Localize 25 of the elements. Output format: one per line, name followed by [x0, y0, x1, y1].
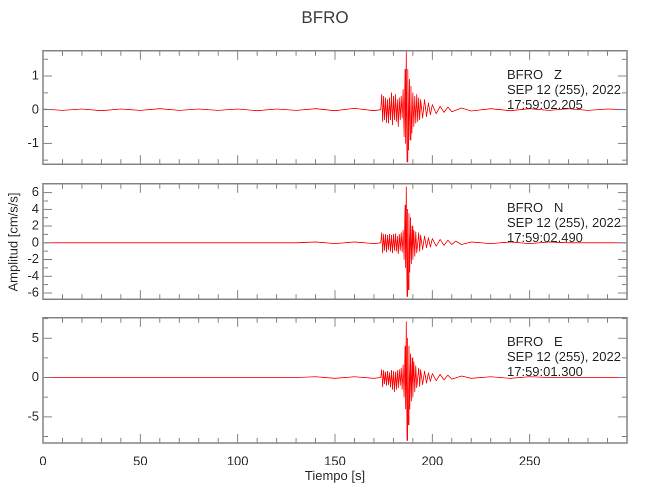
y-tick-label: 0	[32, 234, 39, 250]
y-tick-label: -1	[27, 134, 39, 150]
y-tick-label: 4	[32, 200, 39, 216]
annotation: SEP 12 (255), 2022	[507, 214, 621, 230]
y-tick-label: -4	[27, 268, 39, 283]
annotation: SEP 12 (255), 2022	[507, 348, 621, 364]
y-tick-label: 6	[32, 184, 39, 200]
annotation: BFRO N	[507, 200, 564, 215]
y-tick-label: -6	[27, 284, 39, 300]
annotation: BFRO Z	[507, 66, 562, 82]
y-axis-title: Amplitud [cm/s/s]	[6, 192, 20, 291]
y-tick-label: 0	[32, 369, 39, 384]
annotation: SEP 12 (255), 2022	[507, 82, 621, 97]
annotation: BFRO E	[507, 334, 563, 349]
annotation: 17:59:02.205	[507, 96, 583, 112]
annotation: 17:59:01.300	[507, 364, 583, 379]
annotation: 17:59:02.490	[507, 230, 583, 245]
y-tick-label: 1	[32, 68, 39, 83]
y-tick-label: 0	[32, 101, 39, 116]
chart-title: BFRO	[300, 8, 350, 28]
y-tick-label: -2	[27, 251, 39, 266]
y-tick-label: 5	[32, 330, 39, 345]
x-axis-title: Tiempo [s]	[304, 468, 366, 483]
y-tick-label: 2	[32, 218, 39, 233]
y-tick-label: -5	[27, 408, 39, 424]
